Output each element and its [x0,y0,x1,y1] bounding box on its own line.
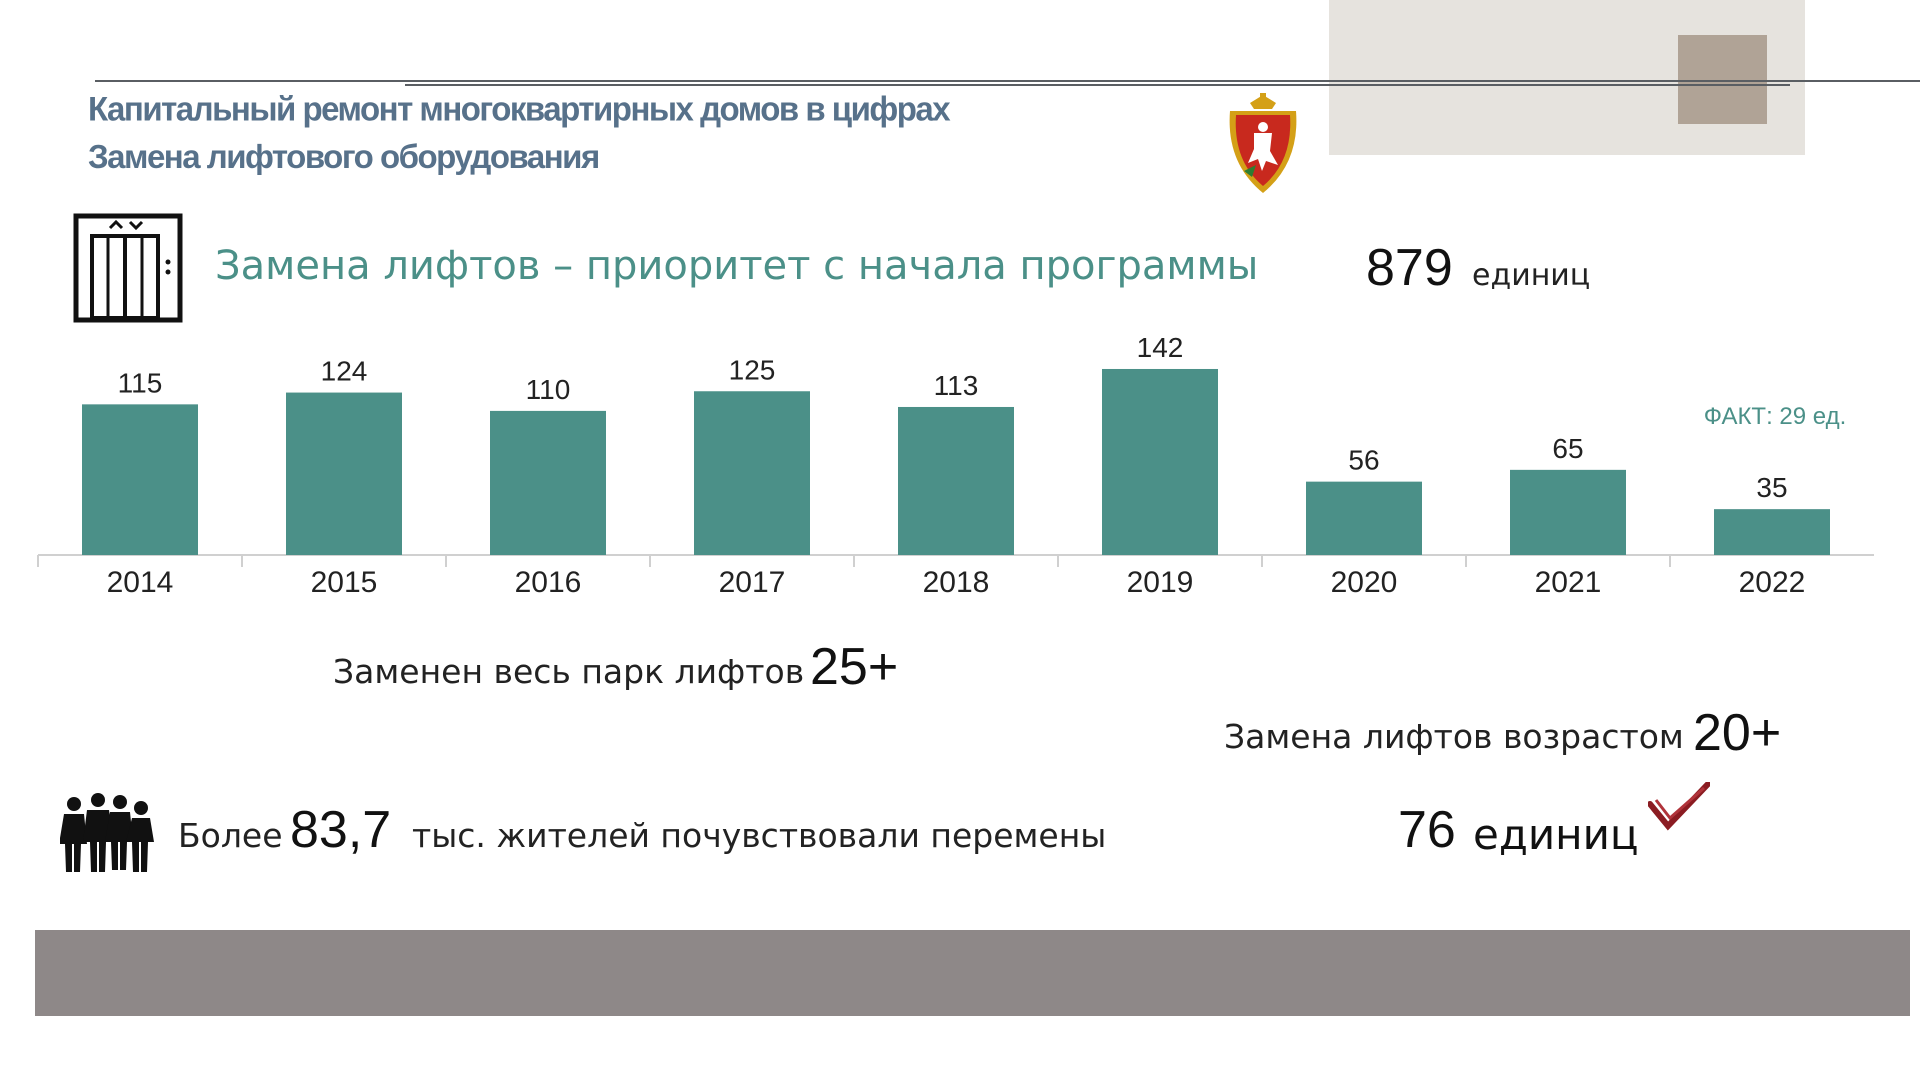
coat-of-arms-icon [1229,93,1297,193]
bar-2017 [694,391,810,555]
bar-value-2021: 65 [1552,433,1583,464]
people-icon [60,793,154,872]
x-tick-2018: 2018 [923,566,990,599]
park-replaced-value: 25+ [810,638,899,696]
bar-value-2018: 113 [934,370,979,401]
units-value: 76 [1398,801,1456,859]
x-tick-2014: 2014 [107,566,174,599]
fact-annotation: ФАКТ: 29 ед. [1704,403,1847,430]
x-tick-2020: 2020 [1331,566,1398,599]
x-tick-2016: 2016 [515,566,582,599]
x-tick-2019: 2019 [1127,566,1194,599]
bar-value-2017: 125 [729,354,776,385]
bar-value-2014: 115 [118,367,163,398]
residents-value: 83,7 [290,801,392,859]
total-replaced-value: 879 [1366,239,1453,297]
residents-suffix: тыс. жителей почувствовали перемены [412,816,1107,855]
decorative-square [1678,35,1767,124]
header-divider-secondary [405,84,1790,86]
page-subtitle: Замена лифтового оборудования [88,138,600,175]
age-replacement-text: Замена лифтов возрастом [1224,717,1684,756]
check-icon [1648,782,1710,831]
bar-2015 [286,392,402,555]
bar-2019 [1102,368,1218,555]
bar-value-2020: 56 [1348,445,1379,476]
bar-value-2019: 142 [1137,332,1184,363]
footer-band [35,930,1910,1016]
page-title: Капитальный ремонт многоквартирных домов… [88,89,951,128]
bar-value-2016: 110 [526,374,571,405]
bar-2018 [898,406,1014,555]
x-tick-2022: 2022 [1739,566,1806,599]
bar-2014 [82,404,198,555]
x-tick-2021: 2021 [1535,566,1602,599]
x-tick-2017: 2017 [719,566,786,599]
bar-2020 [1306,481,1422,555]
park-replaced-text: Заменен весь парк лифтов [333,652,805,691]
x-tick-2015: 2015 [311,566,378,599]
lift-replacement-bar-chart: 115 2014 124 2015 110 2016 125 2017 113 2018 142 20… [37,332,1874,599]
total-replaced-unit: единиц [1472,258,1591,293]
bar-2021 [1510,469,1626,555]
residents-prefix: Более [178,816,283,855]
bar-value-2015: 124 [321,356,368,387]
elevator-icon [73,213,183,323]
bar-value-2022: 35 [1756,472,1787,503]
age-replacement-value: 20+ [1693,704,1782,762]
header-divider [95,80,1920,82]
bar-2022 [1714,509,1830,555]
units-unit: единиц [1473,810,1639,859]
priority-heading: Замена лифтов – приоритет с начала прогр… [215,243,1259,289]
bar-2016 [490,410,606,555]
